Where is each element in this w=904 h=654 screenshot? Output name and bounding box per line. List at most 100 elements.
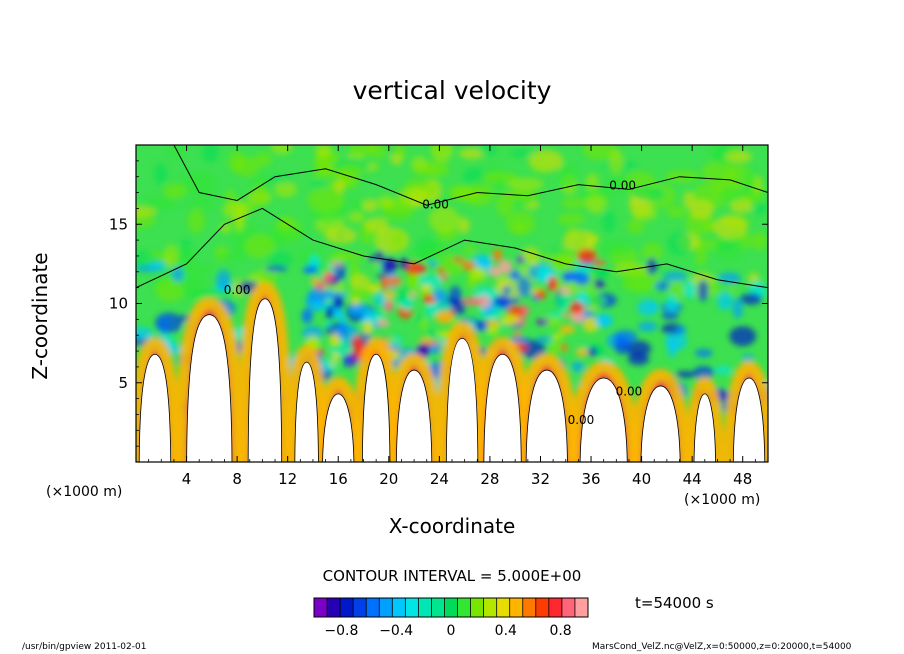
x-tick-label: 36 bbox=[581, 470, 600, 488]
colorbar-swatch bbox=[535, 598, 550, 617]
colorbar-swatch bbox=[327, 598, 341, 617]
contour-label: 0.00 bbox=[568, 413, 595, 427]
field-patch bbox=[463, 182, 495, 207]
x-tick-label: 28 bbox=[480, 470, 499, 488]
contour-label: 0.00 bbox=[422, 197, 449, 211]
field-patch bbox=[376, 250, 384, 263]
field-patch bbox=[368, 284, 381, 292]
field-patch bbox=[729, 199, 754, 214]
field-patch bbox=[510, 337, 531, 343]
field-patch bbox=[470, 267, 487, 281]
field-patch bbox=[662, 271, 688, 282]
field-patch bbox=[585, 293, 597, 301]
field-patch bbox=[179, 274, 208, 300]
y-tick-label: 5 bbox=[118, 374, 128, 392]
field-patch bbox=[351, 198, 365, 215]
field-patch bbox=[325, 305, 334, 320]
footer-source: MarsCond_VelZ.nc@VelZ,x=0:50000,z=0:2000… bbox=[592, 642, 852, 652]
field-patch bbox=[585, 194, 607, 214]
field-patch bbox=[602, 210, 616, 233]
field-patch bbox=[163, 244, 179, 269]
field-patch bbox=[323, 289, 334, 300]
field-patch bbox=[505, 211, 536, 236]
field-patch bbox=[666, 205, 687, 218]
field-patch bbox=[163, 183, 187, 199]
x-tick-label: 8 bbox=[232, 470, 242, 488]
updraft-core bbox=[693, 393, 716, 462]
field-patch bbox=[631, 207, 658, 221]
updraft-core bbox=[396, 369, 433, 462]
x-axis-unit-left: (×1000 m) bbox=[46, 484, 123, 500]
field-patch bbox=[528, 259, 540, 266]
field-patch bbox=[569, 301, 584, 314]
updraft-core bbox=[294, 361, 319, 462]
field-patch bbox=[501, 285, 512, 295]
field-patch bbox=[381, 257, 398, 274]
updraft-core bbox=[322, 393, 355, 462]
field-patch bbox=[560, 343, 568, 353]
field-patch bbox=[144, 195, 177, 210]
zero-contour bbox=[136, 207, 768, 289]
field-patch bbox=[499, 259, 512, 274]
field-patch bbox=[390, 230, 406, 249]
field-patch bbox=[404, 306, 411, 312]
colorbar-swatch bbox=[314, 598, 328, 617]
colorbar-swatch bbox=[457, 598, 471, 617]
field-patch bbox=[593, 260, 606, 267]
field-patch bbox=[174, 246, 196, 270]
updraft-core bbox=[362, 353, 391, 462]
field-patch bbox=[694, 348, 713, 358]
field-patch bbox=[136, 326, 154, 341]
field-patch bbox=[362, 198, 378, 212]
field-patch bbox=[330, 253, 350, 261]
field-patch bbox=[676, 325, 687, 335]
colorbar-swatch bbox=[418, 598, 432, 617]
field-patch bbox=[428, 343, 442, 355]
field-patch bbox=[415, 314, 424, 323]
field-patch bbox=[535, 336, 552, 343]
field-patch bbox=[328, 261, 344, 267]
x-tick-label: 32 bbox=[531, 470, 550, 488]
updraft-core bbox=[445, 337, 479, 462]
field-patch bbox=[565, 282, 582, 291]
field-patch bbox=[202, 145, 219, 163]
field-patch bbox=[631, 186, 666, 202]
field-patch bbox=[384, 276, 402, 287]
field-patch bbox=[528, 149, 564, 172]
field-patch bbox=[563, 272, 580, 279]
x-tick-label: 16 bbox=[329, 470, 348, 488]
field-patch bbox=[368, 145, 389, 159]
field-patch bbox=[332, 295, 344, 311]
field-patch bbox=[307, 186, 345, 213]
chart-title: vertical velocity bbox=[352, 76, 552, 105]
field-patch bbox=[216, 269, 231, 292]
field-patch bbox=[599, 241, 633, 257]
field-patch bbox=[555, 293, 574, 307]
field-patch bbox=[406, 274, 421, 288]
colorbar-swatch bbox=[366, 598, 380, 617]
colorbar-swatch bbox=[522, 598, 537, 617]
field-patch bbox=[510, 149, 535, 158]
x-tick-label: 48 bbox=[733, 470, 752, 488]
field-patch bbox=[688, 199, 715, 220]
field-patch bbox=[462, 260, 476, 271]
field-patch bbox=[580, 305, 598, 311]
footer-program: /usr/bin/gpview 2011-02-01 bbox=[22, 642, 147, 652]
colorbar-tick-label: −0.8 bbox=[324, 623, 358, 639]
field-patch bbox=[667, 232, 693, 256]
field-patch bbox=[364, 217, 389, 233]
field-patch bbox=[637, 299, 659, 316]
field-patch bbox=[187, 208, 205, 234]
contour-label: 0.00 bbox=[616, 384, 643, 398]
field-patch bbox=[251, 173, 270, 191]
field-patch bbox=[349, 273, 371, 291]
field-patch bbox=[713, 234, 745, 259]
field-patch bbox=[383, 290, 396, 298]
field-patch bbox=[626, 219, 645, 234]
field-patch bbox=[588, 347, 598, 357]
field-patch bbox=[575, 348, 589, 357]
field-patch bbox=[697, 279, 709, 302]
field-patch bbox=[558, 305, 567, 312]
field-patch bbox=[472, 254, 492, 269]
field-patch bbox=[315, 145, 332, 158]
